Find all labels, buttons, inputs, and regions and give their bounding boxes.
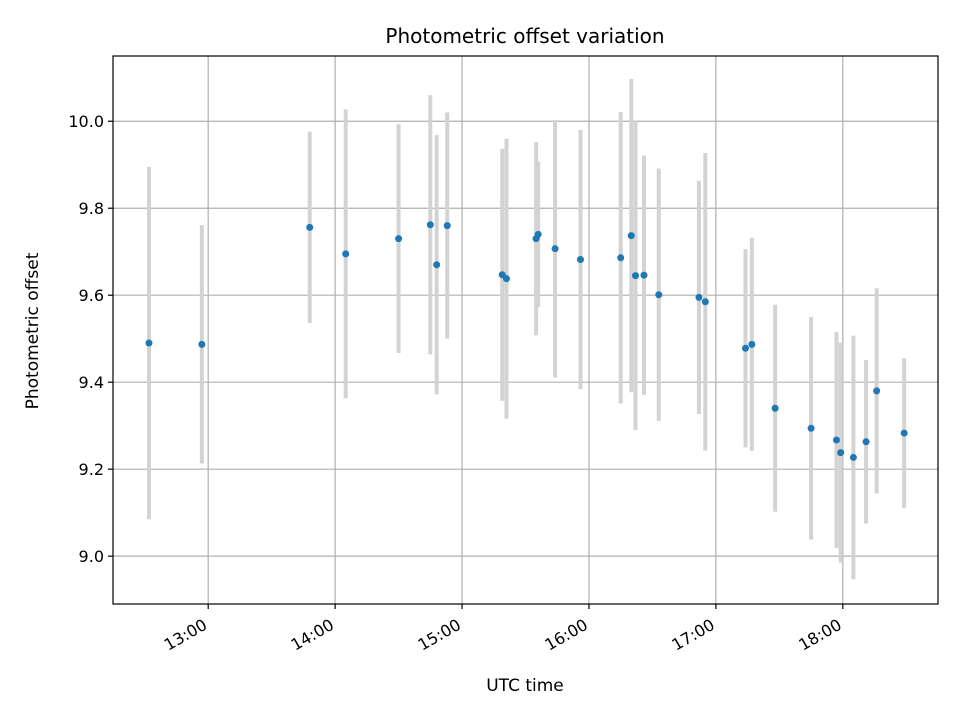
data-point	[534, 230, 542, 238]
data-point	[807, 424, 815, 432]
x-tick-label: 14:00	[288, 615, 337, 655]
y-tick-label: 9.4	[79, 373, 104, 392]
y-tick-label: 10.0	[68, 112, 104, 131]
data-point	[837, 449, 845, 457]
grid-lines	[113, 56, 938, 604]
data-point	[627, 232, 635, 240]
x-tick-label: 17:00	[668, 615, 717, 655]
data-point	[551, 245, 559, 253]
data-point	[502, 275, 510, 283]
x-axis-label: UTC time	[486, 676, 564, 696]
x-tick-label: 18:00	[795, 615, 844, 655]
y-tick-label: 9.0	[79, 547, 104, 566]
data-point	[655, 291, 663, 299]
data-point	[443, 222, 451, 230]
data-point	[145, 339, 153, 347]
y-axis-label: Photometric offset	[23, 252, 43, 409]
data-point	[701, 298, 709, 306]
x-tick-label: 15:00	[415, 615, 464, 655]
chart-title: Photometric offset variation	[385, 24, 664, 48]
data-point	[198, 340, 206, 348]
data-point	[742, 344, 749, 352]
data-point	[433, 261, 441, 269]
data-point	[900, 429, 908, 437]
data-point	[426, 221, 434, 229]
data-point	[632, 272, 639, 280]
data-point	[873, 387, 881, 395]
plot-frame	[112, 55, 939, 605]
data-point	[342, 250, 350, 258]
y-tick-label: 9.6	[79, 286, 104, 305]
data-point	[862, 438, 870, 446]
data-point	[640, 271, 648, 279]
x-tick-label: 16:00	[542, 615, 591, 655]
data-point	[306, 223, 314, 231]
data-point	[832, 436, 840, 444]
data-point	[849, 453, 857, 461]
data-point	[695, 293, 703, 301]
data-point	[771, 404, 779, 412]
y-tick-label: 9.8	[79, 199, 104, 218]
y-tick-label: 9.2	[79, 460, 104, 479]
x-axis-ticks: 13:00 14:00 15:00 16:00 17:00 18:00	[161, 604, 845, 655]
x-tick-label: 13:00	[161, 615, 210, 655]
error-bars	[146, 79, 907, 580]
data-point	[395, 235, 403, 243]
y-axis-ticks: 9.0 9.2 9.4 9.6 9.8 10.0	[68, 112, 113, 566]
data-point	[617, 254, 625, 262]
data-point	[748, 340, 756, 348]
data-point	[577, 256, 584, 264]
data-points	[145, 221, 908, 461]
